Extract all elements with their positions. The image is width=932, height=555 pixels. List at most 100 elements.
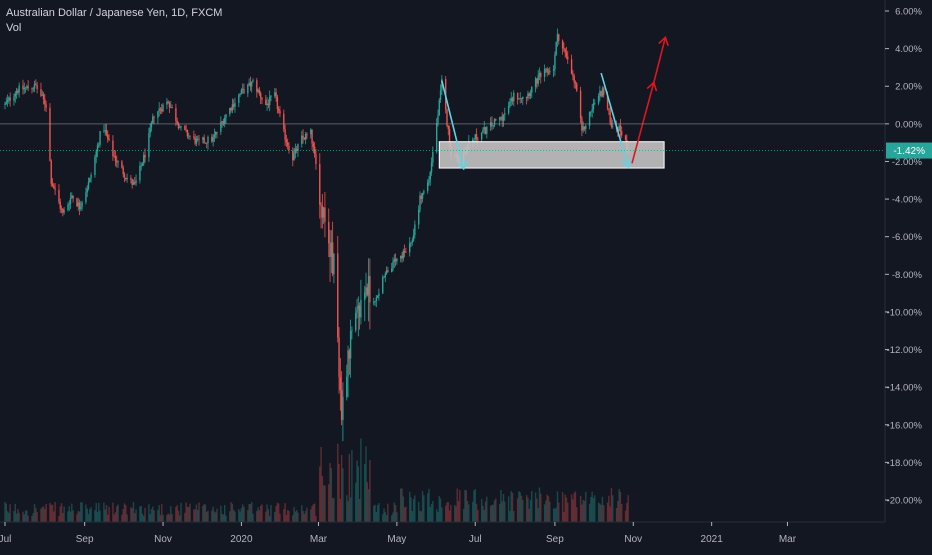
volume-bar: [414, 495, 416, 522]
candle-body: [378, 293, 380, 297]
volume-bar: [8, 512, 10, 522]
volume-bar: [331, 498, 334, 522]
candle-body: [42, 94, 45, 100]
volume-bar: [428, 488, 430, 522]
candle-body: [180, 126, 182, 128]
volume-bar: [99, 510, 101, 522]
cyan-arrow-line[interactable]: [600, 72, 629, 168]
candle-body: [175, 108, 177, 121]
volume-bar: [268, 515, 271, 522]
volume-bar: [256, 511, 258, 522]
volume-series: [4, 438, 629, 522]
volume-bar: [241, 504, 244, 522]
candle-body: [507, 106, 510, 114]
candle-body: [609, 110, 611, 123]
volume-bar: [206, 511, 208, 522]
volume-bar: [376, 505, 379, 522]
candle-body: [367, 275, 370, 296]
candle-body: [484, 127, 487, 134]
candle-body: [534, 78, 537, 88]
volume-bar: [105, 505, 108, 522]
candle-body: [103, 130, 105, 132]
volume-bar: [302, 510, 304, 522]
symbol-title[interactable]: Australian Dollar / Japanese Yen, 1D, FX…: [6, 7, 223, 19]
volume-bar: [9, 504, 11, 522]
volume-bar: [621, 504, 623, 522]
volume-bar: [257, 507, 259, 522]
candle-body: [238, 94, 240, 103]
volume-bar: [322, 485, 325, 522]
volume-bar: [45, 503, 47, 522]
candle-body: [301, 135, 303, 145]
volume-bar: [576, 507, 578, 522]
candle-body: [189, 135, 191, 137]
candle-body: [475, 134, 478, 139]
volume-bar: [459, 490, 461, 522]
candle-body: [482, 129, 484, 134]
candle-body: [63, 209, 65, 213]
candle-body: [15, 90, 18, 94]
cyan-arrow-line[interactable]: [441, 80, 465, 170]
candle-body: [576, 83, 578, 91]
volume-bar: [276, 502, 279, 522]
candle-body: [430, 162, 433, 173]
volume-bar: [238, 509, 240, 522]
volume-bar: [310, 509, 312, 522]
candle-body: [531, 87, 533, 93]
support-zone-rectangle[interactable]: [438, 141, 665, 169]
volume-bar: [504, 501, 506, 522]
candle-body: [40, 89, 42, 96]
volume-bar: [543, 504, 546, 522]
candle-body: [409, 243, 411, 253]
candle-body: [572, 74, 574, 76]
volume-bar: [315, 515, 317, 522]
volume-bar: [339, 498, 342, 522]
drawing-annotations[interactable]: [438, 35, 669, 171]
candle-body: [86, 188, 88, 193]
volume-bar: [69, 511, 72, 522]
candle-body: [393, 259, 396, 262]
volume-bar: [393, 502, 396, 522]
candle-body: [621, 131, 623, 136]
candle-body: [167, 101, 169, 104]
symbol-legend: Australian Dollar / Japanese Yen, 1D, FX…: [6, 6, 222, 36]
volume-bar: [279, 513, 281, 522]
candle-body: [265, 99, 267, 106]
candle-body: [357, 305, 360, 310]
candle-body: [53, 185, 55, 189]
candle-body: [71, 195, 73, 198]
volume-bar: [588, 503, 591, 522]
candle-body: [24, 87, 27, 89]
candle-body: [579, 90, 582, 119]
volume-bar: [437, 511, 439, 522]
volume-bar: [510, 491, 512, 522]
volume-bar: [144, 507, 146, 522]
candle-body: [5, 101, 7, 104]
candle-body: [243, 88, 245, 94]
volume-bar: [477, 509, 479, 522]
candle-body: [439, 90, 442, 101]
volume-bar: [394, 505, 397, 522]
volume-bar: [409, 491, 411, 522]
volume-bar: [134, 513, 136, 522]
volume-bar: [239, 511, 241, 522]
volume-bar: [527, 497, 529, 522]
volume-bar: [87, 514, 90, 522]
y-tick-label: -16.00%: [887, 420, 923, 431]
candle-body: [556, 34, 559, 43]
candle-body: [22, 85, 24, 90]
volume-bar: [14, 503, 16, 522]
candle-body: [157, 111, 159, 118]
volume-bar: [516, 498, 519, 522]
volume-bar: [122, 509, 124, 522]
volume-bar: [579, 495, 582, 522]
volume-indicator-label[interactable]: Vol: [6, 22, 22, 34]
volume-bar: [358, 498, 361, 522]
volume-bar: [40, 508, 42, 522]
candle-body: [213, 134, 216, 138]
candle-body: [583, 126, 586, 130]
volume-bar: [116, 506, 118, 522]
candle-body: [62, 208, 64, 213]
